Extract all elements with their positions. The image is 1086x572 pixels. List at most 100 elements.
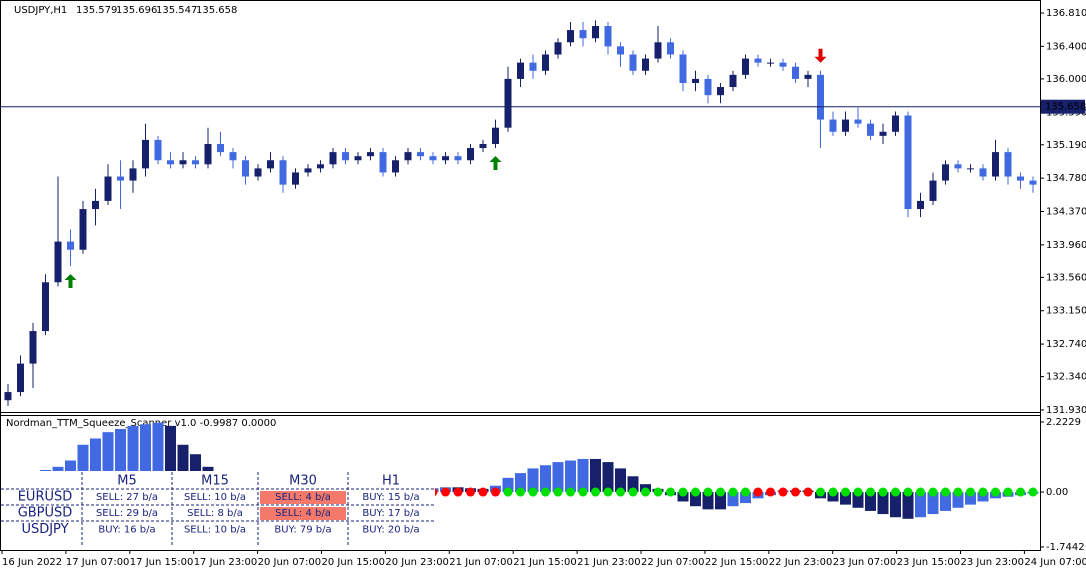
histogram-bar (602, 462, 614, 493)
candle-body (529, 62, 537, 71)
candle-body (992, 152, 999, 177)
histogram-bar (827, 492, 839, 502)
scanner-cell: BUY: 16 b/a (98, 525, 155, 536)
squeeze-dot (616, 487, 625, 497)
squeeze-dot (691, 487, 700, 497)
y-tick-label: 133.150 (1046, 306, 1086, 317)
squeeze-dot (466, 487, 475, 497)
y-tick-label: -1.7442 (1046, 542, 1085, 553)
scanner-cell: SELL: 29 b/a (96, 508, 158, 519)
arrow-shape (489, 156, 502, 171)
candle-body (979, 168, 987, 177)
squeeze-dot (641, 487, 650, 497)
candle-body (892, 115, 899, 132)
scanner-column-header: M5 (117, 474, 137, 489)
candle-body (67, 241, 74, 250)
scanner-cell: SELL: 4 b/a (275, 508, 331, 519)
plot-border (0, 0, 1041, 551)
histogram-bar (90, 438, 101, 493)
candle-body (317, 164, 324, 169)
histogram-bar (927, 492, 939, 515)
histogram-bar (165, 425, 176, 493)
squeeze-dot (591, 487, 600, 497)
candle-body (1017, 176, 1024, 181)
y-tick-label: 2.2229 (1046, 417, 1081, 428)
x-tick-label: 22 Jun 23:00 (769, 557, 833, 568)
candle-body (829, 119, 837, 132)
candle-body (767, 62, 774, 64)
squeeze-dot (703, 487, 713, 497)
header-value: 135.658 (196, 5, 237, 16)
x-tick-label: 20 Jun 15:00 (322, 557, 386, 568)
signal-arrow (64, 273, 77, 288)
histogram-bar (140, 424, 151, 493)
histogram-bar (727, 492, 739, 507)
candle-body (392, 160, 399, 173)
squeeze-dot (578, 487, 588, 497)
signal-arrow (814, 48, 827, 63)
histogram-bar (77, 444, 89, 493)
candle-body (679, 54, 687, 83)
y-tick-label: 134.780 (1046, 173, 1086, 184)
histogram-bar (852, 492, 864, 508)
x-tick-label: 17 Jun 15:00 (130, 557, 194, 568)
candle-body (692, 78, 699, 83)
candle-body (54, 241, 62, 283)
candle-body (167, 160, 174, 165)
histogram-bar (515, 473, 526, 493)
candle-body (1029, 180, 1037, 185)
candle-body (554, 42, 562, 55)
candle-body (342, 152, 349, 161)
scanner-column-header: M15 (201, 474, 229, 489)
candle-body (604, 26, 612, 47)
y-tick-label: 132.740 (1046, 339, 1086, 350)
candle-body (42, 282, 49, 332)
candle-body (79, 209, 87, 250)
scanner-highlight (260, 507, 346, 520)
candle-body (779, 62, 787, 67)
x-tick-label: 17 Jun 07:00 (66, 557, 130, 568)
candle-body (629, 54, 637, 71)
squeeze-dot (566, 487, 575, 497)
histogram-bar (152, 422, 164, 493)
squeeze-dot (716, 487, 725, 497)
histogram-bar (890, 492, 901, 518)
histogram-bar (690, 492, 701, 507)
scanner-cell: BUY: 20 b/a (362, 525, 419, 536)
x-tick-label: 23 Jun 23:00 (961, 557, 1025, 568)
x-tick-label: 24 Jun 07:00 (1024, 557, 1086, 568)
candle-body (917, 200, 924, 210)
scanner-highlight (260, 491, 346, 504)
signal-arrow (489, 156, 502, 171)
squeeze-dot (778, 487, 788, 497)
squeeze-dot (841, 487, 850, 497)
squeeze-dot (791, 487, 800, 497)
candle-body (879, 131, 887, 136)
candle-body (742, 58, 749, 75)
y-tick-label: 132.340 (1046, 372, 1086, 383)
candle-body (217, 143, 224, 153)
histogram-bar (740, 492, 751, 504)
candle-body (479, 143, 487, 149)
squeeze-dot (928, 487, 938, 497)
squeeze-dot (853, 487, 863, 497)
candle-body (704, 78, 712, 96)
x-tick-label: 16 Jun 2022 (2, 557, 62, 568)
y-tick-label: 135.190 (1046, 140, 1086, 151)
squeeze-dot (966, 487, 975, 497)
histogram-bar (715, 492, 726, 510)
squeeze-dot (678, 487, 688, 497)
candle-body (854, 119, 862, 124)
symbol-title: USDJPY,H1 (14, 5, 67, 16)
histogram-bar (565, 460, 576, 493)
histogram-bar (877, 492, 889, 515)
candle-body (792, 66, 799, 79)
candle-body (367, 152, 374, 157)
squeeze-dot (503, 487, 513, 497)
y-tick-label: 134.370 (1046, 206, 1086, 217)
squeeze-dot (941, 487, 950, 497)
candle-body (204, 143, 212, 165)
histogram-bar (702, 492, 714, 510)
scanner-column-header: M30 (289, 474, 317, 489)
